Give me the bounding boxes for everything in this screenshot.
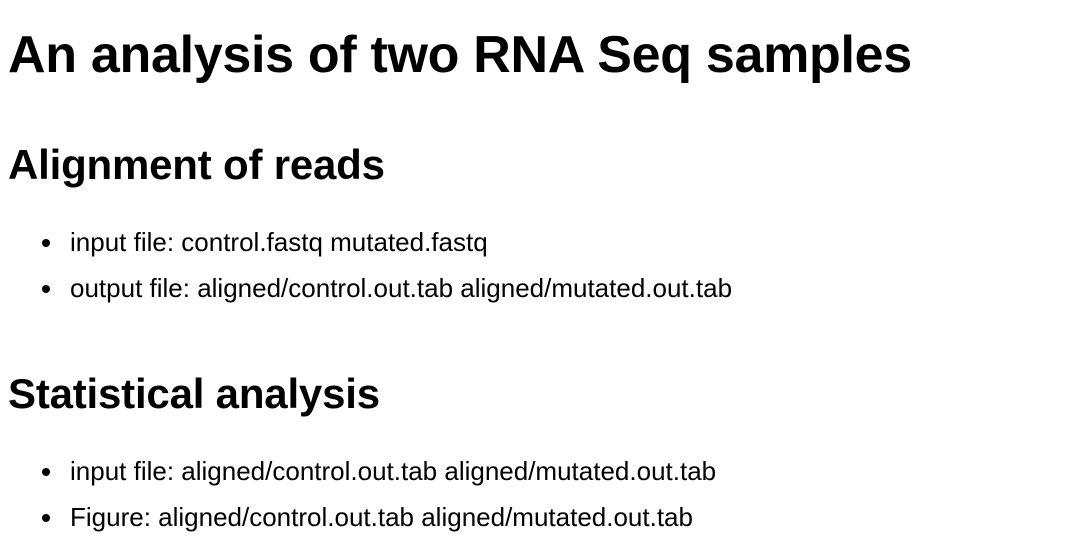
bullet-icon bbox=[42, 285, 50, 293]
alignment-list: input file: control.fastq mutated.fastq … bbox=[8, 219, 732, 311]
bullet-icon bbox=[42, 514, 50, 522]
section-title-alignment: Alignment of reads bbox=[8, 141, 385, 188]
list-item-text: Figure: aligned/control.out.tab aligned/… bbox=[70, 502, 693, 532]
list-item-text: input file: control.fastq mutated.fastq bbox=[70, 227, 488, 257]
list-item-text: input file: aligned/control.out.tab alig… bbox=[70, 456, 717, 486]
list-item: output file: aligned/control.out.tab ali… bbox=[8, 265, 732, 311]
page-title: An analysis of two RNA Seq samples bbox=[8, 26, 912, 84]
list-item: input file: control.fastq mutated.fastq bbox=[8, 219, 732, 265]
list-item: input file: aligned/control.out.tab alig… bbox=[8, 448, 716, 494]
document-page: An analysis of two RNA Seq samples Align… bbox=[8, 0, 1071, 560]
list-item-text: output file: aligned/control.out.tab ali… bbox=[70, 273, 733, 303]
bullet-icon bbox=[42, 239, 50, 247]
list-item: Figure: aligned/control.out.tab aligned/… bbox=[8, 494, 716, 540]
statistical-list: input file: aligned/control.out.tab alig… bbox=[8, 448, 716, 540]
section-title-statistical: Statistical analysis bbox=[8, 370, 380, 417]
bullet-icon bbox=[42, 468, 50, 476]
